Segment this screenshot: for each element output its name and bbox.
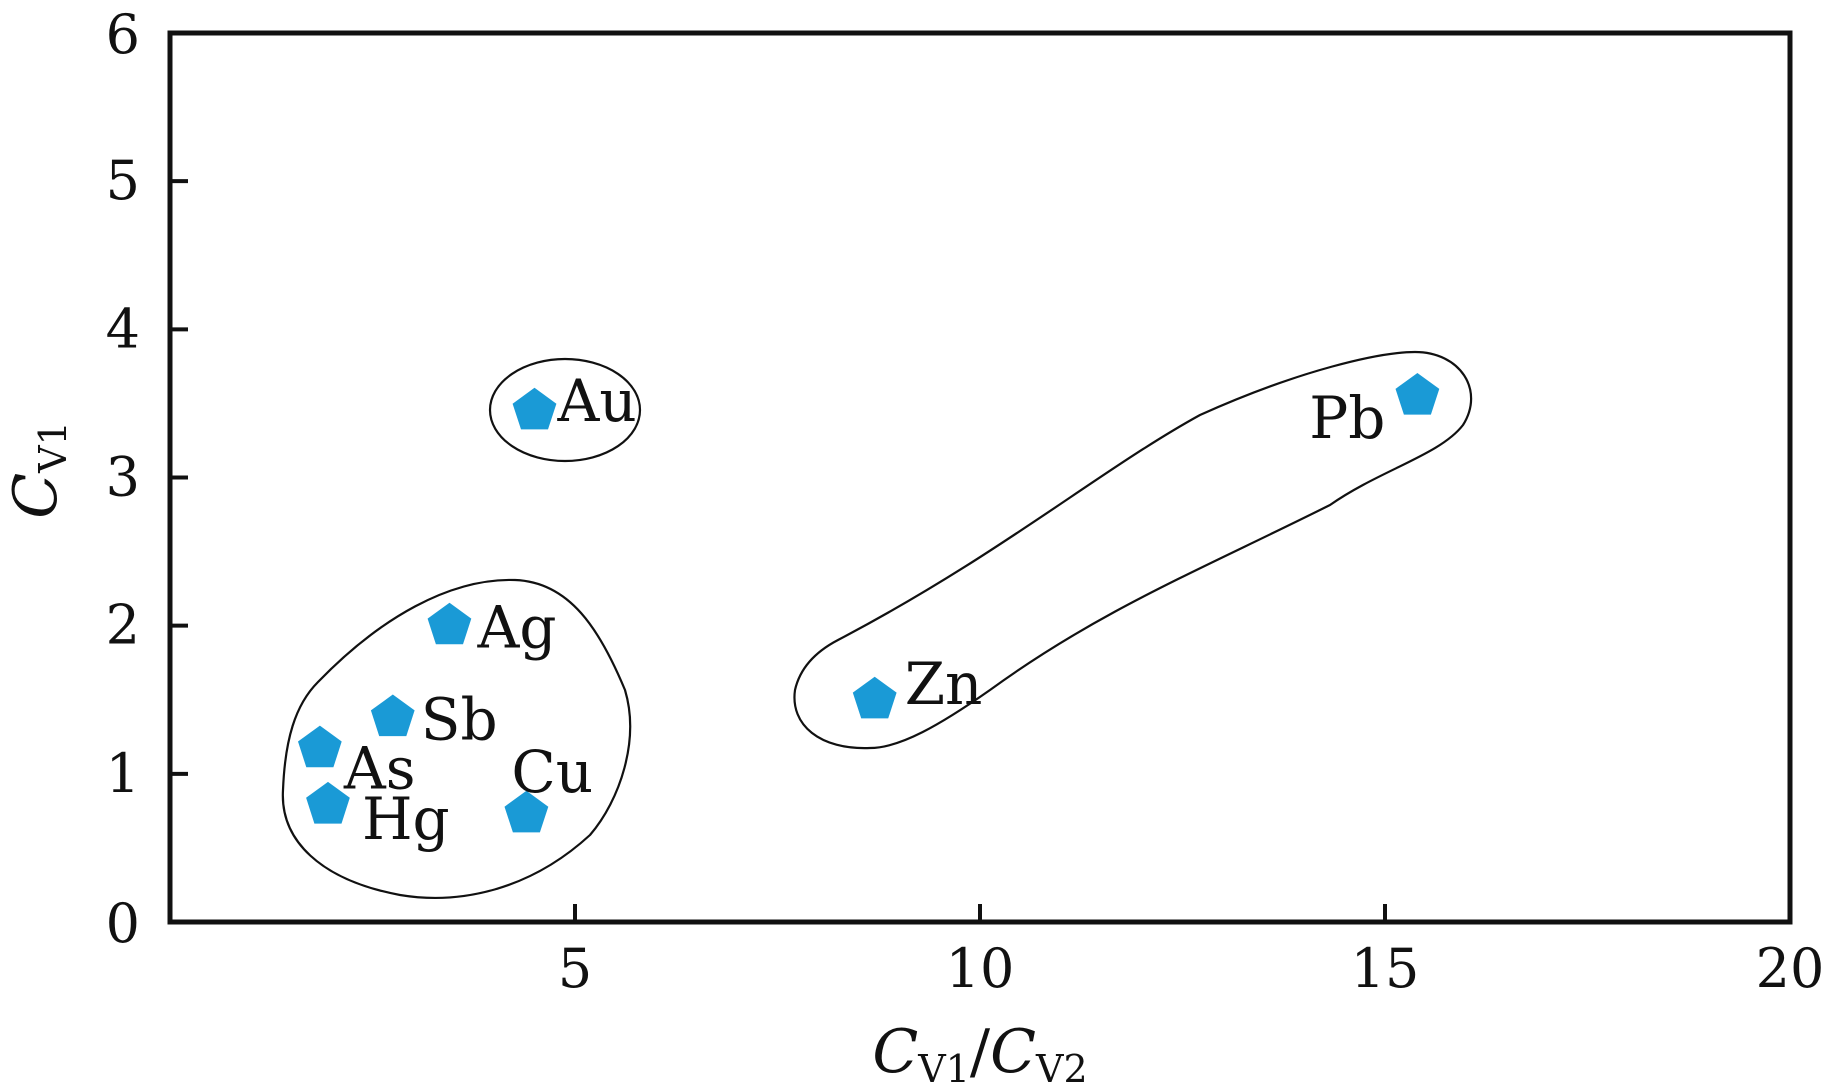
marker-as <box>298 725 342 768</box>
y-tick-label: 5 <box>106 149 140 212</box>
y-axis-ticks: 0 1 2 3 4 5 6 <box>106 3 188 955</box>
x-tick-label: 10 <box>946 937 1015 1000</box>
x-tick-label: 20 <box>1756 937 1825 1000</box>
point-label-au: Au <box>557 367 637 435</box>
marker-hg <box>306 781 350 824</box>
cluster-outline-au <box>488 357 642 463</box>
x-axis-label: CV1/CV2 <box>872 1017 1087 1090</box>
marker-zn <box>852 676 897 719</box>
cluster-outlines <box>281 350 1473 899</box>
x-tick-label: 5 <box>558 937 592 1000</box>
marker-sb <box>370 694 415 737</box>
marker-pb <box>1395 373 1440 415</box>
point-label-cu: Cu <box>511 738 593 806</box>
marker-cu <box>504 790 549 833</box>
point-label-pb: Pb <box>1309 384 1385 452</box>
marker-ag <box>427 602 472 645</box>
y-axis-label: CV1 <box>1 421 75 519</box>
cluster-outline-zn-pb <box>793 350 1473 750</box>
point-label-hg: Hg <box>362 785 450 853</box>
x-tick-label: 15 <box>1351 937 1420 1000</box>
marker-au <box>512 387 557 430</box>
y-tick-label: 2 <box>106 594 140 657</box>
x-axis-ticks: 5 10 15 20 <box>558 904 1825 1000</box>
point-label-zn: Zn <box>905 650 983 718</box>
y-tick-label: 3 <box>106 446 140 509</box>
y-tick-label: 1 <box>106 742 140 805</box>
point-label-as: As <box>343 735 416 803</box>
cluster-outline-main <box>281 578 632 899</box>
y-tick-label: 4 <box>106 297 140 360</box>
point-label-ag: Ag <box>476 594 556 662</box>
y-tick-label: 6 <box>106 3 140 66</box>
point-label-sb: Sb <box>421 686 498 754</box>
y-tick-label: 0 <box>106 892 140 955</box>
